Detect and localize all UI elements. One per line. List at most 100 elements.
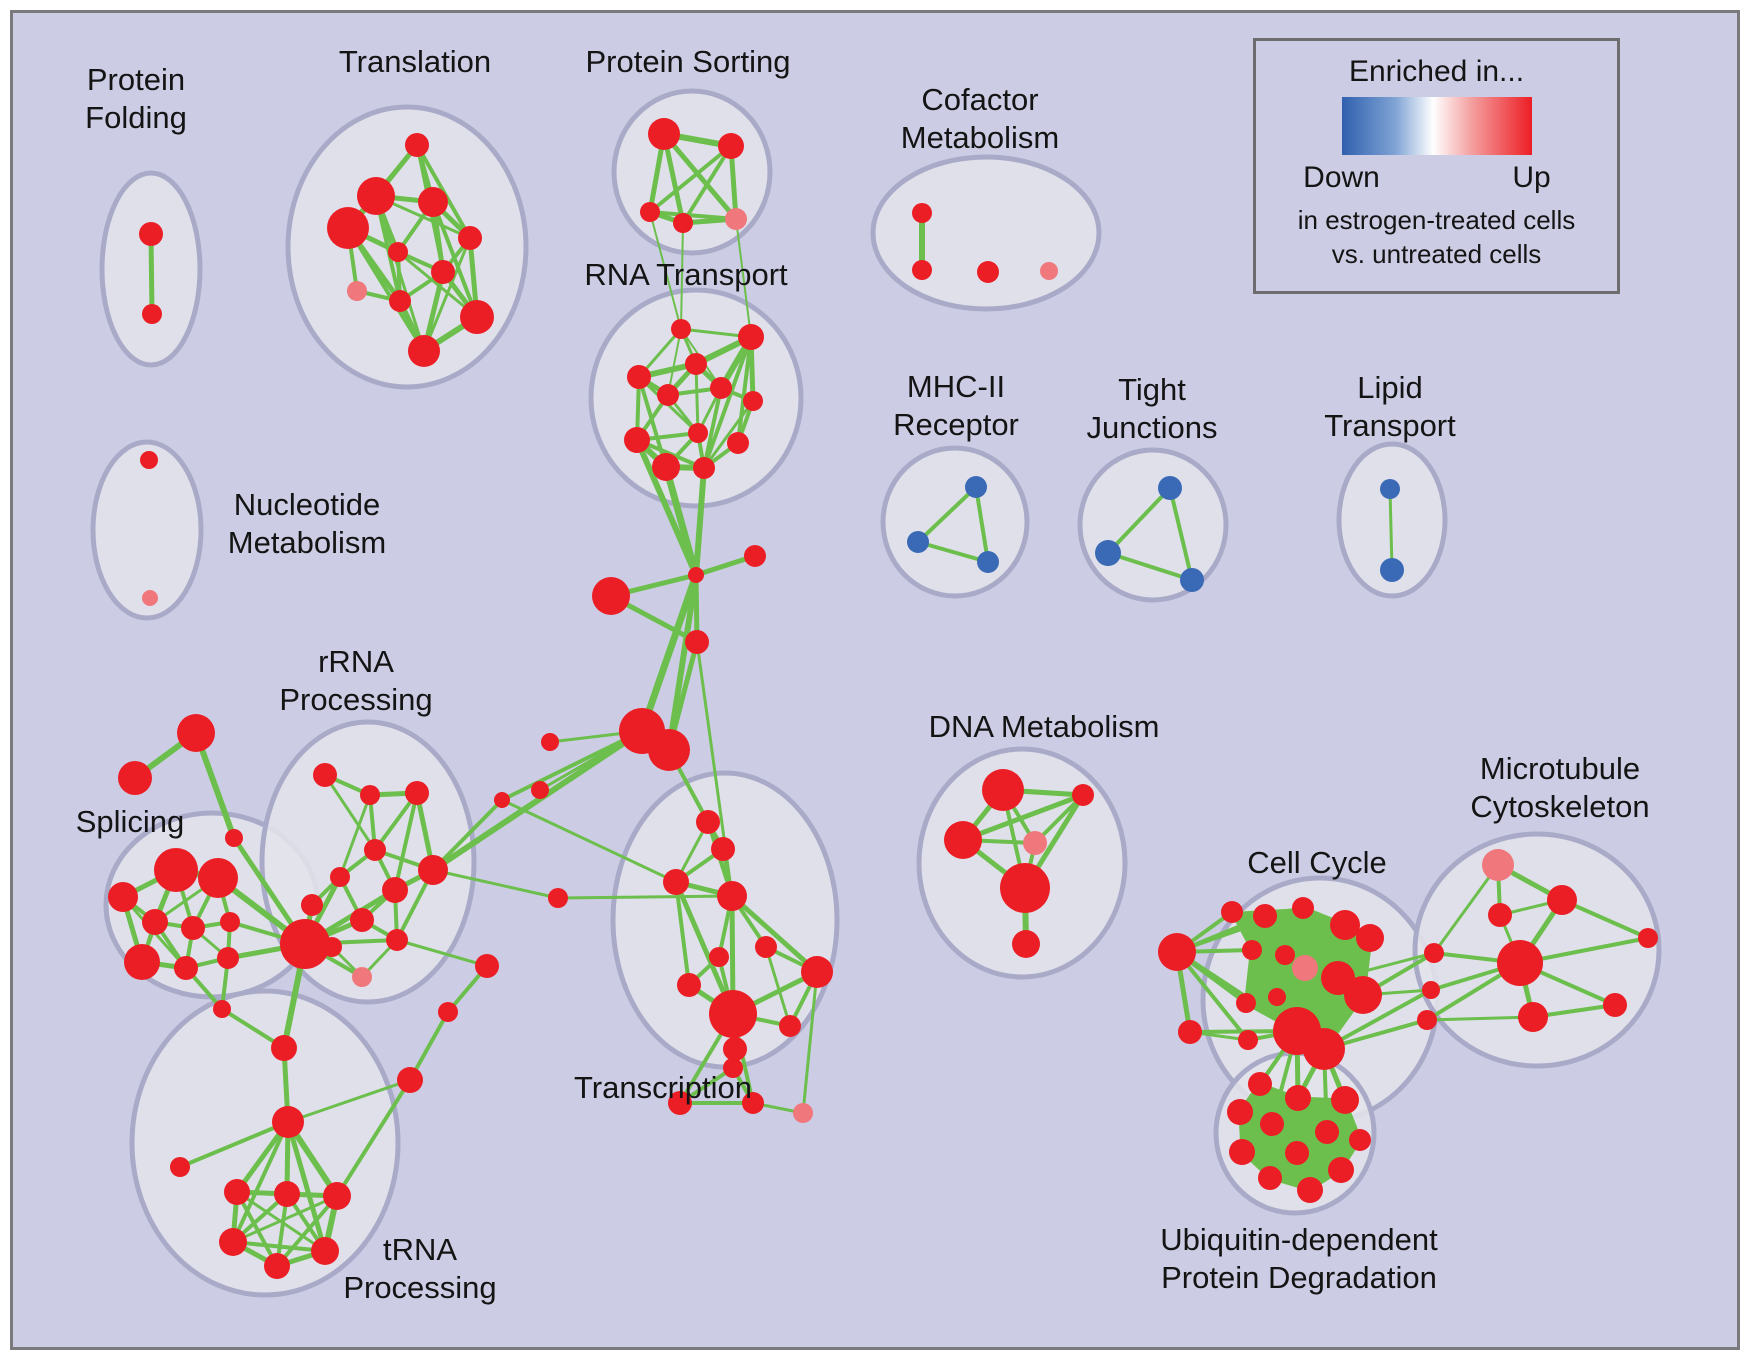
node-ub2: [1285, 1085, 1311, 1111]
node-cl2: [531, 781, 549, 799]
node-cx1: [494, 792, 510, 808]
node-r3: [627, 365, 651, 389]
edge-p3-r0: [680, 222, 684, 330]
node-tri2: [118, 761, 152, 795]
node-tn2: [274, 1181, 300, 1207]
node-t7: [347, 281, 367, 301]
legend-gradient-bar: [1341, 97, 1532, 155]
node-rr11: [386, 929, 408, 951]
node-tn4: [219, 1228, 247, 1256]
cluster-label-tight-junctions-line1: Tight: [1118, 372, 1186, 407]
node-ccb2: [1303, 1028, 1345, 1070]
node-r1: [738, 324, 764, 350]
node-rh: [280, 919, 330, 969]
node-ub3: [1331, 1086, 1359, 1114]
node-cc7: [1275, 945, 1295, 965]
node-rr5: [330, 867, 350, 887]
edge-mh2-mh3: [916, 540, 990, 564]
node-p4: [725, 208, 747, 230]
legend-down-label: Down: [1303, 161, 1380, 194]
edge-tj1-tj2: [1106, 486, 1172, 555]
node-r6: [743, 391, 763, 411]
edge-rr3-rr6: [393, 791, 419, 892]
node-t5: [388, 242, 408, 262]
node-t3: [418, 187, 448, 217]
edge-mh1-mh3: [974, 485, 990, 564]
node-co1: [912, 203, 932, 223]
node-cl3: [548, 888, 568, 908]
node-r9: [652, 453, 680, 481]
node-H2: [648, 729, 690, 771]
legend-up-label: Up: [1512, 161, 1551, 194]
edge-tn4-tn6: [231, 1240, 327, 1253]
edge-cx1-tr3: [500, 798, 678, 884]
cluster-label-protein-folding-line2: Folding: [85, 100, 187, 135]
legend-caption-line1: in estrogen-treated cells: [1297, 205, 1576, 235]
node-t8: [389, 290, 411, 312]
cluster-label-microtubule-cytoskeleton-line2: Cytoskeleton: [1470, 789, 1649, 824]
node-tri1: [177, 714, 215, 752]
node-cr: [744, 545, 766, 567]
edge-t4-t10: [422, 236, 472, 353]
edge-tr5-tr10: [764, 945, 792, 1028]
node-mh3: [977, 551, 999, 573]
node-k2: [1422, 981, 1440, 999]
node-rr8: [301, 894, 323, 916]
edge-tn3-tn5: [275, 1194, 339, 1268]
legend-caption: in estrogen-treated cells vs. untreated …: [1256, 203, 1617, 271]
node-cc3: [1292, 897, 1314, 919]
edge-mh1-mh2: [916, 485, 978, 544]
node-sp7: [124, 944, 160, 980]
node-r7: [688, 423, 708, 443]
edge-tni-tnh: [178, 1120, 290, 1169]
edge-r6-r10: [702, 399, 755, 470]
edge-mt1-mt8: [1560, 898, 1650, 940]
edge-tj1-tj3: [1168, 486, 1194, 582]
edge-d2-d3: [960, 792, 1086, 843]
cluster-label-protein-folding-line1: Protein: [87, 62, 185, 97]
cluster-label-cofactor-metabolism-line2: Metabolism: [901, 120, 1060, 155]
node-d1: [982, 769, 1024, 811]
edge-p4-r1: [735, 218, 752, 338]
node-rr9: [350, 908, 374, 932]
node-co4: [1040, 262, 1058, 280]
node-sp6: [220, 912, 240, 932]
node-p1: [718, 133, 744, 159]
cluster-label-microtubule-cytoskeleton-line1: Microtubule: [1480, 751, 1640, 786]
edge-rr1-rr4: [323, 773, 377, 852]
edge-tr8-tr14: [801, 970, 819, 1115]
node-sp1: [154, 848, 198, 892]
node-tr12: [668, 1091, 692, 1115]
edge-c0-H2: [666, 572, 699, 753]
node-ub6: [1315, 1120, 1339, 1144]
cluster-ellipse-mhc-ii-receptor: [880, 445, 1030, 599]
node-tr4: [717, 881, 747, 911]
node-cc12: [1238, 1030, 1258, 1050]
cluster-label-dna-metabolism: DNA Metabolism: [929, 709, 1160, 744]
node-co2: [912, 260, 932, 280]
node-mh1: [965, 476, 987, 498]
node-d3: [944, 821, 982, 859]
legend-box: Enriched in... Down Up in estrogen-treat…: [1253, 38, 1620, 294]
node-ub12: [1297, 1177, 1323, 1203]
node-t2: [327, 207, 369, 249]
node-tr7: [677, 973, 701, 997]
edge-rr2-rr5: [338, 793, 372, 879]
node-ccp: [1292, 955, 1318, 981]
cluster-label-tight-junctions-line2: Junctions: [1087, 410, 1218, 445]
node-ub9: [1285, 1141, 1309, 1165]
node-k3: [1417, 1010, 1437, 1030]
edge-c0-H1: [638, 571, 700, 735]
edge-H1-rr7: [430, 728, 645, 873]
node-lo1: [475, 954, 499, 978]
node-pf1: [139, 222, 163, 246]
cluster-label-splicing: Splicing: [76, 804, 185, 839]
node-t0: [405, 133, 429, 157]
cluster-label-cell-cycle: Cell Cycle: [1247, 845, 1387, 880]
node-cc5: [1356, 924, 1384, 952]
node-cb: [592, 577, 630, 615]
cluster-label-protein-sorting: Protein Sorting: [585, 44, 790, 79]
edge-lo3-tnh: [286, 1078, 412, 1124]
node-lo2: [438, 1002, 458, 1022]
